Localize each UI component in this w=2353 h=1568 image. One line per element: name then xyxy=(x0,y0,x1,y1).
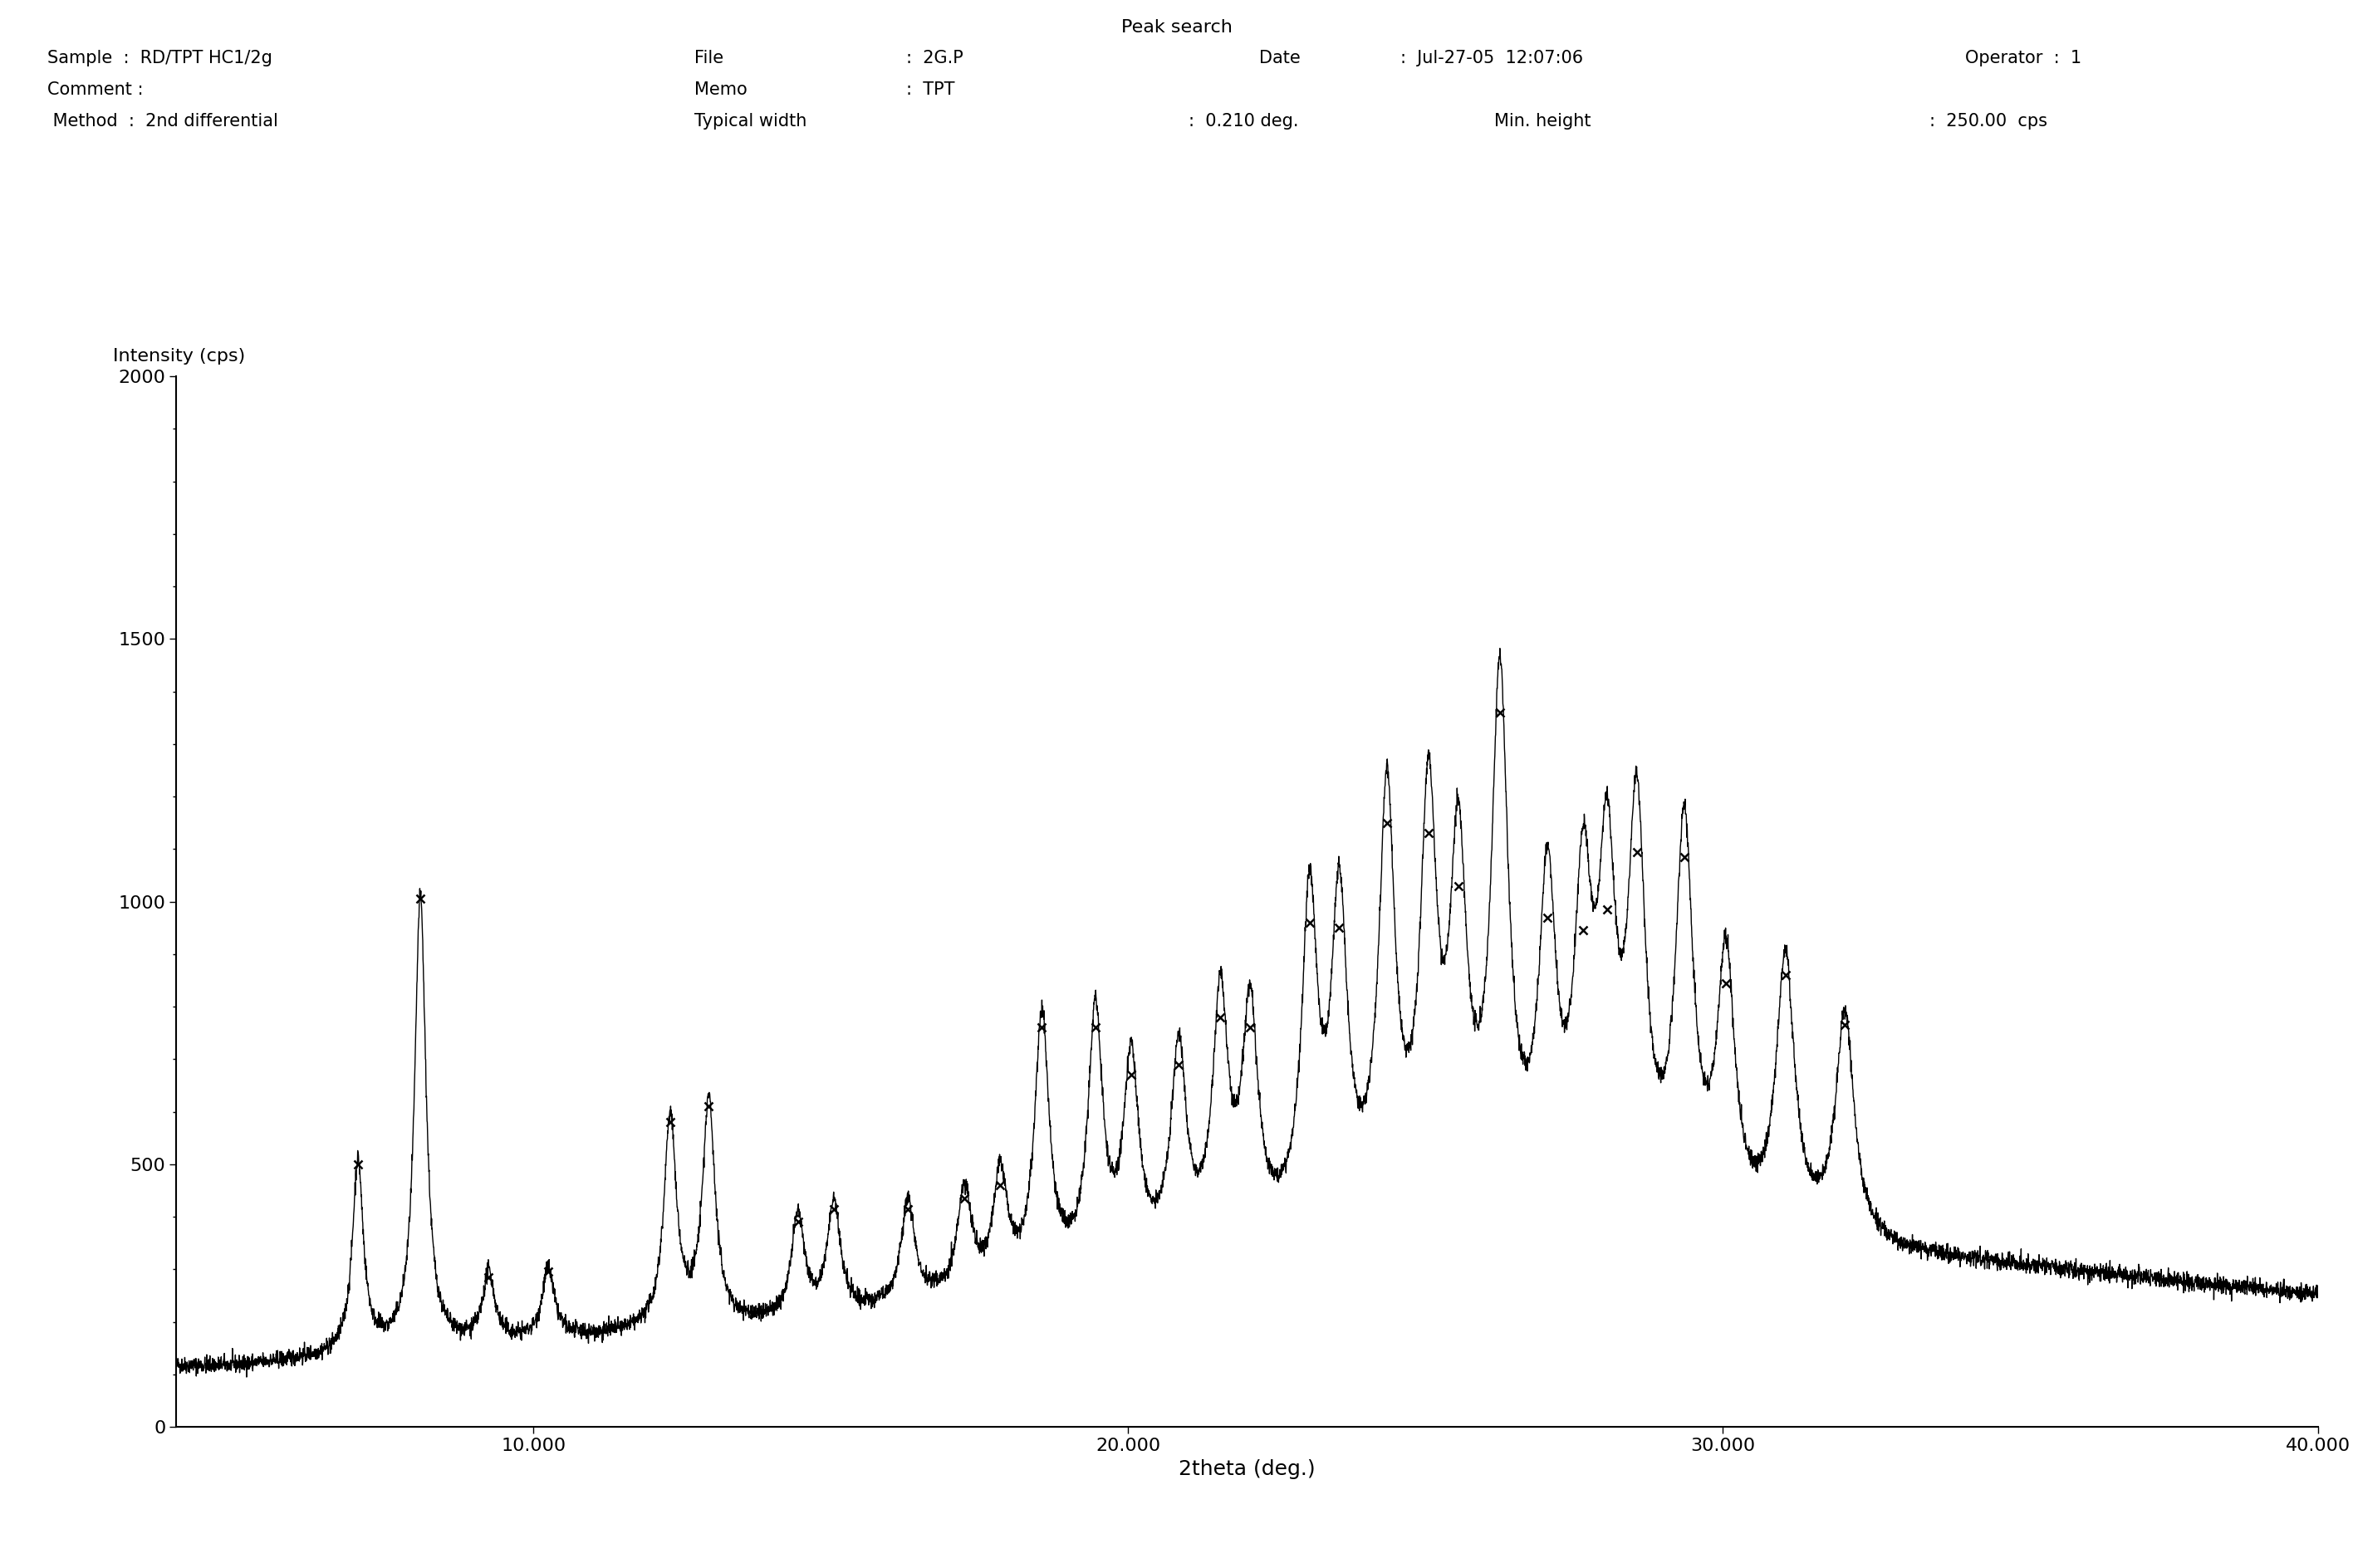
Text: :  250.00  cps: : 250.00 cps xyxy=(1929,113,2047,130)
Text: :  2G.P: : 2G.P xyxy=(906,50,962,67)
Text: Typical width: Typical width xyxy=(694,113,807,130)
Text: Method  :  2nd differential: Method : 2nd differential xyxy=(47,113,278,130)
Text: Sample  :  RD/TPT HC1/2g: Sample : RD/TPT HC1/2g xyxy=(47,50,273,67)
Text: :  0.210 deg.: : 0.210 deg. xyxy=(1188,113,1299,130)
Text: Date: Date xyxy=(1259,50,1301,67)
X-axis label: 2theta (deg.): 2theta (deg.) xyxy=(1179,1460,1315,1479)
Text: Operator  :  1: Operator : 1 xyxy=(1965,50,2080,67)
Text: :  TPT: : TPT xyxy=(906,82,955,99)
Text: Peak search: Peak search xyxy=(1120,19,1233,36)
Text: :  Jul-27-05  12:07:06: : Jul-27-05 12:07:06 xyxy=(1400,50,1584,67)
Text: Comment :: Comment : xyxy=(47,82,144,99)
Text: Intensity (cps): Intensity (cps) xyxy=(113,348,245,365)
Text: File: File xyxy=(694,50,722,67)
Text: Memo: Memo xyxy=(694,82,748,99)
Text: Min. height: Min. height xyxy=(1494,113,1591,130)
